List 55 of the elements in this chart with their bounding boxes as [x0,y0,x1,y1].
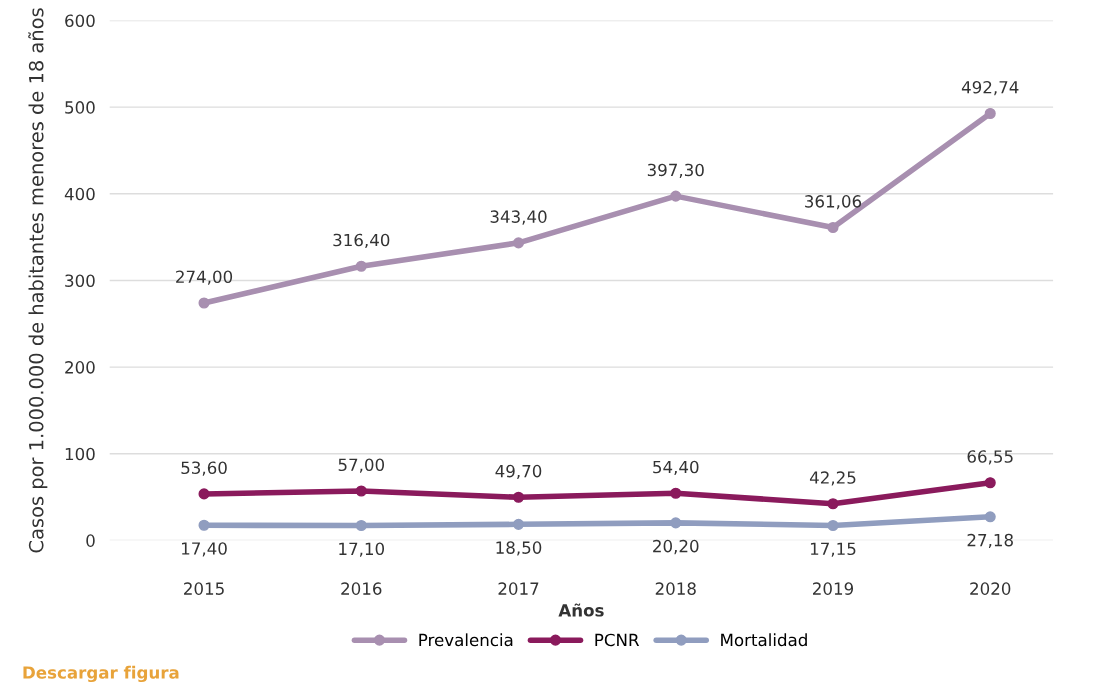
data-label: 492,74 [961,80,1019,96]
legend-label: Prevalencia [419,633,513,647]
data-label: 17,10 [339,542,385,557]
data-label: 343,40 [490,210,547,225]
y-tick-label: 100 [65,447,95,461]
legend-label: PCNR [595,633,640,647]
y-axis-title: Casos por 1.000.000 de habitantes menores de 18 años [28,8,48,553]
point [512,237,525,249]
x-axis-title: Años [558,603,604,617]
point [670,517,682,529]
point [198,488,210,500]
point [512,518,525,530]
y-tick-label: 500 [65,101,95,114]
data-label: 316,40 [333,233,390,249]
data-label: 42,25 [809,471,856,486]
data-label: 361,06 [805,195,862,210]
point [984,107,996,120]
data-label: 27,18 [967,533,1013,549]
x-tick-label: 2018 [655,582,696,595]
data-label: 18,50 [496,541,542,556]
y-tick-label: 400 [64,187,95,201]
y-tick-label: 200 [65,361,95,374]
point [827,519,839,532]
data-label: 53,60 [181,461,227,476]
point [198,519,210,531]
data-label: 49,70 [495,464,542,480]
data-label: 66,55 [967,450,1013,465]
point [670,487,682,499]
point [827,498,839,510]
x-tick-label: 2019 [813,582,854,595]
x-tick-label: 2017 [498,582,539,595]
point [355,485,367,497]
y-tick-label: 600 [65,14,95,28]
point [984,477,996,489]
y-tick-label: 300 [65,274,95,288]
y-tick-label: 0 [86,534,95,547]
data-label: 397,30 [647,163,704,178]
point [355,519,367,532]
text: Descargar figura [23,665,179,683]
point [670,190,682,202]
point [512,491,525,503]
point [827,221,839,234]
data-label: 20,20 [653,539,699,555]
point [984,511,996,523]
x-tick-label: 2015 [184,582,224,595]
legend-label: Mortalidad [721,633,807,647]
data-label: 54,40 [653,460,699,476]
data-label: 57,00 [338,458,385,473]
data-label: 274,00 [176,270,233,285]
x-tick-label: 2016 [341,582,382,595]
x-tick-label: 2020 [970,582,1011,595]
data-label: 17,40 [182,542,227,557]
point [198,297,210,309]
point [355,260,367,272]
data-label: 17,15 [810,542,856,557]
